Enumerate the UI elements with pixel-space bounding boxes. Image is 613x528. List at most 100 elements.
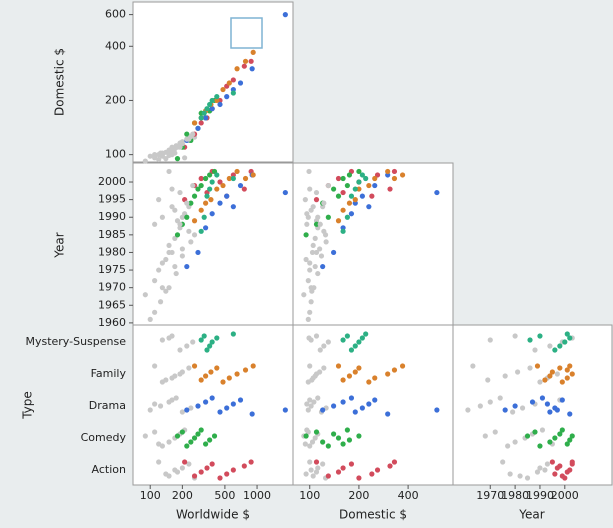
point — [303, 471, 309, 477]
point — [182, 155, 188, 161]
point — [315, 214, 321, 220]
y-axis-title: Domestic $ — [53, 48, 67, 116]
point — [191, 120, 198, 126]
point — [152, 429, 158, 435]
point — [204, 347, 210, 353]
point — [163, 256, 169, 263]
point — [179, 409, 185, 415]
point — [198, 120, 204, 126]
point — [317, 347, 323, 353]
point — [177, 371, 183, 377]
y-tick-label: 1985 — [98, 228, 126, 241]
point — [385, 371, 391, 377]
point — [207, 101, 213, 108]
point — [224, 405, 230, 411]
point — [331, 403, 337, 409]
point — [512, 333, 518, 339]
point — [308, 299, 314, 305]
point — [305, 316, 311, 322]
point — [226, 175, 232, 182]
point — [195, 431, 201, 437]
point — [549, 369, 555, 375]
point — [335, 218, 342, 224]
point — [249, 66, 255, 72]
point — [313, 459, 320, 465]
point — [250, 49, 256, 55]
point — [310, 204, 316, 210]
point — [191, 435, 198, 441]
panel — [132, 1, 294, 163]
point — [169, 397, 175, 403]
point — [147, 407, 153, 413]
point — [320, 439, 326, 445]
point — [159, 150, 165, 156]
point — [198, 427, 204, 433]
point — [152, 363, 158, 369]
point — [191, 473, 198, 479]
point — [166, 152, 172, 159]
point — [325, 339, 331, 345]
point — [315, 395, 321, 401]
point — [340, 465, 346, 471]
y-tick-label: 1960 — [98, 316, 126, 329]
x-tick-label: 400 — [398, 489, 419, 502]
point — [310, 375, 316, 381]
y-tick-label: Mystery-Suspense — [25, 335, 126, 348]
point — [214, 335, 220, 341]
point — [248, 459, 254, 465]
point — [214, 94, 220, 100]
point — [282, 407, 288, 413]
point — [204, 193, 210, 199]
point — [304, 401, 310, 407]
point — [173, 270, 179, 277]
point — [507, 471, 513, 477]
point — [524, 475, 531, 481]
point — [348, 211, 355, 217]
point — [564, 331, 570, 337]
selection-box — [230, 17, 263, 49]
point — [156, 156, 162, 163]
point — [230, 175, 236, 182]
point — [308, 467, 314, 473]
point — [209, 106, 215, 112]
point — [307, 260, 313, 266]
point — [512, 439, 518, 445]
point — [542, 377, 548, 383]
point — [534, 363, 541, 369]
point — [510, 409, 516, 415]
point — [159, 214, 165, 220]
point — [344, 214, 350, 220]
point — [307, 443, 313, 449]
point — [307, 459, 313, 465]
point — [497, 395, 503, 401]
point — [562, 339, 568, 345]
point — [554, 407, 560, 413]
point — [307, 309, 313, 315]
point — [335, 435, 342, 441]
point — [191, 218, 198, 224]
x-tick-label: 200 — [172, 489, 193, 502]
point — [152, 221, 158, 227]
point — [177, 221, 183, 227]
point — [487, 337, 493, 343]
point — [547, 409, 553, 415]
point — [177, 144, 183, 150]
point — [562, 475, 568, 481]
point — [186, 228, 192, 234]
point — [549, 459, 555, 465]
point — [557, 343, 563, 349]
point — [315, 270, 321, 277]
point — [304, 427, 310, 433]
point — [331, 431, 337, 437]
point — [156, 197, 162, 203]
x-tick-label: 1000 — [243, 489, 271, 502]
point — [204, 106, 210, 112]
point — [303, 232, 309, 238]
point — [305, 407, 311, 413]
point — [512, 403, 518, 409]
point — [315, 465, 321, 471]
point — [369, 193, 375, 199]
point — [557, 431, 563, 437]
x-tick-label: 1970 — [476, 489, 504, 502]
